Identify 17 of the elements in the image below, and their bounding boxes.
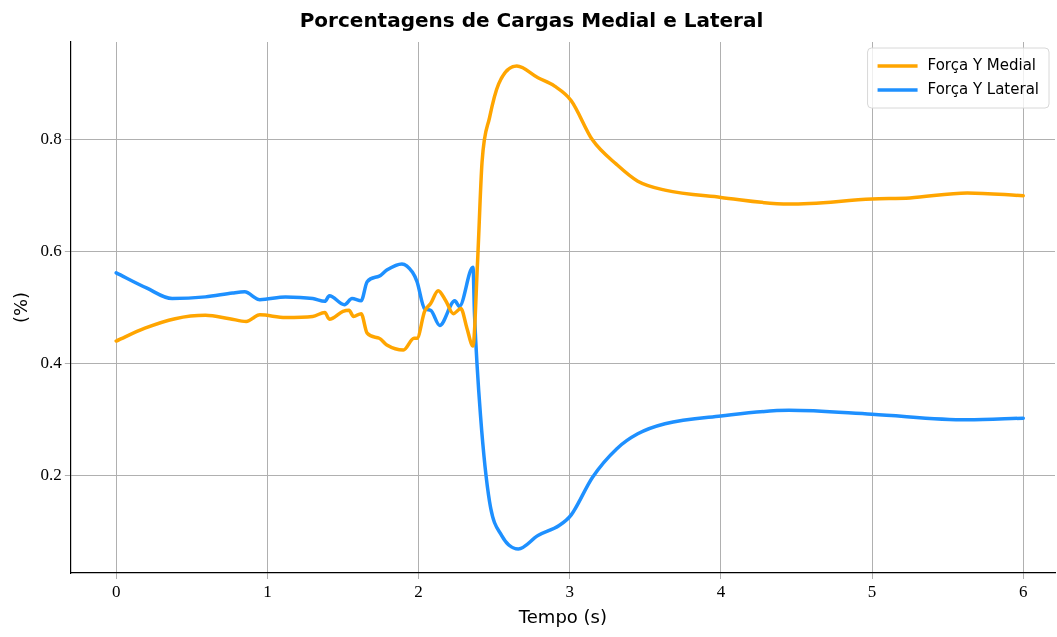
chart-title: Porcentagens de Cargas Medial e Lateral: [299, 8, 764, 33]
x-tick-label: 3: [565, 581, 574, 601]
y-axis-title: (%): [10, 291, 32, 324]
y-tick-label: 0.8: [40, 129, 62, 149]
x-tick-label: 0: [111, 581, 121, 601]
x-tick-label: 6: [1019, 581, 1028, 601]
y-tick-label: 0.4: [40, 352, 63, 372]
x-axis-title: Tempo (s): [517, 605, 607, 627]
legend-label: Força Y Medial: [927, 55, 1037, 74]
x-tick-label: 5: [867, 581, 877, 601]
legend-label: Força Y Lateral: [927, 79, 1040, 98]
y-tick-label: 0.2: [40, 464, 62, 484]
y-tick-label: 0.6: [40, 241, 62, 261]
x-tick-label: 2: [414, 581, 423, 601]
x-tick-label: 1: [263, 581, 272, 601]
x-tick-label: 4: [716, 581, 726, 601]
line-series: [114, 262, 1025, 551]
